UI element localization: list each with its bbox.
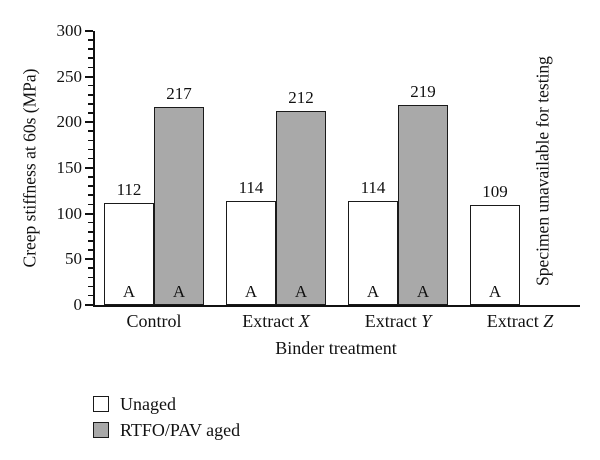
bar-unaged: A [226,200,276,305]
y-tick-label: 250 [56,66,83,86]
y-minor-tick [88,285,93,288]
bar-value-label: 112 [116,179,142,199]
y-minor-tick [88,230,93,233]
bar-rtfo-pav-aged: A [154,106,204,305]
y-minor-tick [88,194,93,196]
bar-letter: A [172,281,186,301]
y-minor-tick [88,39,93,41]
y-major-tick [85,167,93,169]
y-minor-tick [88,139,93,142]
y-tick-label: 300 [56,21,83,40]
y-tick-label: 200 [56,112,83,132]
legend-label: Unaged [120,393,176,414]
y-minor-tick [88,48,93,50]
y-minor-tick [88,185,93,187]
x-axis-line [93,305,580,307]
y-minor-tick [88,112,93,114]
y-major-tick [85,75,93,78]
bar-letter: A [488,281,502,301]
bar-rtfo-pav-aged: A [398,104,448,305]
y-major-tick [85,258,93,261]
y-minor-tick [88,84,93,87]
y-minor-tick [88,267,93,270]
legend-item: RTFO/PAV aged [93,417,240,443]
bar-value-label: 219 [410,81,436,101]
y-major-tick [85,212,93,215]
legend-swatch [93,422,109,438]
bar-value-label: 114 [238,177,264,197]
bar-letter: A [244,281,258,301]
legend-item: Unaged [93,391,240,417]
y-minor-tick [88,148,93,151]
y-minor-tick [88,103,93,105]
y-minor-tick [88,93,93,96]
y-minor-tick [88,130,93,133]
y-tick-label: 0 [73,295,83,314]
y-minor-tick [88,203,93,206]
y-minor-tick [88,240,93,242]
y-axis-line [93,31,95,307]
bar-letter: A [294,281,308,301]
category-label: Extract Z [486,311,554,331]
bar-value-label: 217 [166,83,192,103]
y-tick-label: 50 [65,249,82,269]
y-minor-tick [88,249,93,251]
bar-letter: A [366,281,380,301]
y-major-tick [85,304,93,306]
y-minor-tick [88,57,93,59]
bar-unaged: A [348,200,398,305]
y-minor-tick [88,276,93,279]
y-tick-label: 100 [56,203,83,223]
bar-unaged: A [104,202,154,305]
bar-value-label: 114 [360,177,386,197]
bar-letter: A [416,281,430,301]
y-minor-tick [88,176,93,178]
y-major-tick [85,30,93,32]
y-tick-label: 150 [56,158,83,177]
x-axis-title: Binder treatment [275,338,397,358]
y-minor-tick [88,66,93,69]
missing-specimen-annotation: Specimen unavailable for testing [532,56,553,286]
y-minor-tick [88,294,93,297]
category-label: Extract X [242,311,310,331]
y-minor-tick [88,157,93,160]
legend-swatch [93,396,109,412]
bar-unaged: A [470,205,520,305]
legend: Unaged RTFO/PAV aged [93,391,240,443]
bar-rtfo-pav-aged: A [276,111,326,305]
y-major-tick [85,121,93,124]
y-minor-tick [88,221,93,224]
category-label: Extract Y [364,311,432,331]
bar-value-label: 109 [482,182,508,202]
legend-label: RTFO/PAV aged [120,419,241,440]
category-label: Control [126,311,182,331]
bar-value-label: 212 [288,88,314,108]
bar-letter: A [122,281,136,301]
